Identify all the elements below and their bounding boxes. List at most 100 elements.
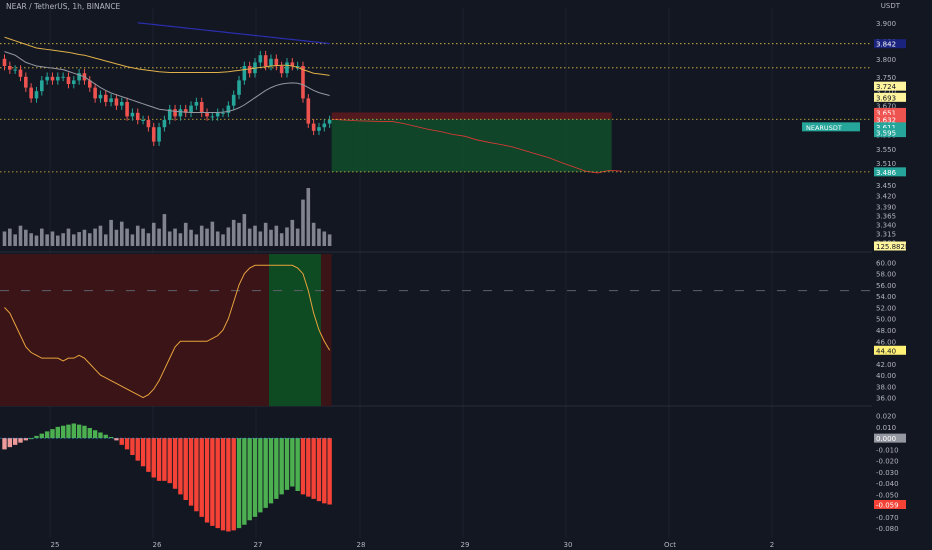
candle xyxy=(13,65,17,74)
axes: 3.9003.8503.8003.7503.7103.6703.6323.590… xyxy=(51,20,910,549)
macd-bar xyxy=(226,438,231,532)
macd-bar xyxy=(92,430,98,439)
price-label-bg xyxy=(874,107,906,117)
rsi-tick: 36.00 xyxy=(876,395,896,403)
macd-bar xyxy=(76,424,82,439)
candle xyxy=(231,90,236,110)
volume-bar xyxy=(231,219,236,246)
volume-bar xyxy=(279,233,284,246)
price-tick: 3.550 xyxy=(876,146,896,154)
macd-zero: 0.000 xyxy=(876,435,896,443)
symbol-tag-bg xyxy=(802,122,860,132)
candle-body xyxy=(125,102,129,117)
candle-body xyxy=(50,76,55,81)
price-tick: 3.390 xyxy=(876,203,896,211)
candle xyxy=(2,54,7,71)
candles[interactable] xyxy=(2,50,332,146)
macd-bar xyxy=(188,438,194,506)
macd-bar xyxy=(220,438,226,531)
macd-bar xyxy=(300,438,306,495)
candle xyxy=(322,119,327,132)
volume-bar xyxy=(210,221,215,246)
volume-bar xyxy=(24,229,28,246)
candle xyxy=(141,115,145,125)
macd-bar xyxy=(28,438,34,440)
volume-bar xyxy=(306,188,311,246)
date-label: 25 xyxy=(51,541,60,549)
candle xyxy=(189,101,193,118)
volume-bar xyxy=(119,221,124,246)
volume-bar xyxy=(125,228,129,246)
price-label: 3.595 xyxy=(876,130,896,138)
rsi-tick: 48.00 xyxy=(876,327,896,335)
volume-bar xyxy=(45,234,49,246)
candle-body xyxy=(274,58,279,66)
macd-bar xyxy=(210,438,215,526)
candle-body xyxy=(263,55,268,66)
candle xyxy=(301,61,305,103)
candle-body xyxy=(183,109,188,113)
candle-body xyxy=(103,94,108,102)
volume-bar xyxy=(87,233,92,246)
candle xyxy=(295,61,300,71)
candle xyxy=(114,94,119,110)
volume-bar xyxy=(301,199,305,246)
volume-bar xyxy=(103,234,108,246)
price-tick: 3.365 xyxy=(876,212,896,220)
candle-body xyxy=(285,62,289,74)
candle-body xyxy=(146,120,151,128)
volume-bar xyxy=(162,214,167,246)
macd-tick: 0.010 xyxy=(876,424,896,432)
price-label: 3.611 xyxy=(876,124,896,132)
quote-unit: USDT xyxy=(880,2,900,10)
candle-body xyxy=(87,80,92,88)
macd-bar xyxy=(327,438,332,505)
candle xyxy=(146,115,151,132)
macd-bar xyxy=(135,438,140,461)
candle xyxy=(221,108,225,118)
price-tick: 3.315 xyxy=(876,230,896,238)
candle xyxy=(205,108,209,121)
macd-bar xyxy=(7,438,13,448)
candle-body xyxy=(130,112,135,117)
volume-bar xyxy=(290,219,295,246)
price-label-bg xyxy=(874,122,906,132)
chart-title: NEAR / TetherUS, 1h, BINANCE xyxy=(6,2,121,11)
macd-bar xyxy=(242,438,247,525)
candle-body xyxy=(178,109,183,117)
candle xyxy=(306,94,311,128)
macd-bar xyxy=(124,438,130,450)
macd-bar xyxy=(311,438,316,499)
date-label: Oct xyxy=(664,541,676,549)
candle xyxy=(178,104,183,121)
candle-body xyxy=(18,69,23,77)
macd-tick: 0.020 xyxy=(876,413,896,421)
macd-value-bg xyxy=(874,500,906,509)
candle xyxy=(109,94,113,107)
macd-bar xyxy=(23,438,29,441)
date-label: 28 xyxy=(357,541,366,549)
projection-line xyxy=(331,118,622,174)
volume-bar xyxy=(205,228,209,246)
candle-body xyxy=(173,109,177,117)
ma-blue xyxy=(137,22,330,45)
candle-body xyxy=(93,87,97,99)
rsi-tick: 40.00 xyxy=(876,372,896,380)
candle xyxy=(274,54,279,71)
macd-bar xyxy=(18,438,23,443)
candle xyxy=(290,58,295,71)
date-label: 2 xyxy=(770,541,774,549)
candle-body xyxy=(2,58,7,66)
candle-body xyxy=(317,127,321,131)
volume-bar xyxy=(311,222,316,246)
candle-body xyxy=(295,66,300,67)
price-label: 3.632 xyxy=(876,116,896,124)
volume-bar xyxy=(322,231,327,246)
candle xyxy=(226,101,231,118)
levels xyxy=(0,43,872,173)
candle xyxy=(215,108,220,121)
macd-bar xyxy=(167,438,172,484)
candle xyxy=(237,76,241,100)
candle xyxy=(93,83,97,103)
